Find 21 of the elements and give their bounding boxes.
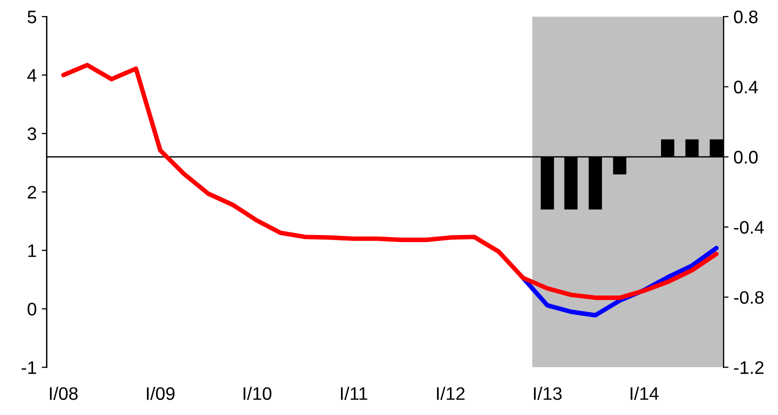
line-series — [61, 62, 719, 300]
y-tick-label: 4 — [27, 69, 36, 82]
x-tick-label: I/10 — [244, 386, 272, 400]
y2-tick-label: -1.2 — [734, 361, 764, 374]
x-tick-label: I/08 — [50, 386, 78, 400]
y-tick-label: 1 — [28, 244, 36, 257]
y-tick-label: 3 — [28, 127, 36, 140]
y2-tick-label: -0.8 — [734, 291, 764, 304]
x-tick-label: I/09 — [146, 386, 175, 400]
x-tick-label: I/13 — [534, 386, 562, 400]
x-tick-label: I/11 — [340, 386, 368, 400]
y2-tick-label: -0.4 — [734, 220, 764, 234]
y-tick-label: 0 — [28, 302, 36, 316]
x-tick-label: I/12 — [437, 386, 465, 400]
x-tick-label: I/14 — [630, 386, 659, 400]
y-tick-label: -1 — [22, 361, 36, 374]
y2-tick-label: 0.0 — [734, 150, 758, 164]
y-tick-label: 2 — [28, 186, 36, 198]
y2-tick-label: 0.8 — [734, 10, 758, 24]
y-tick-label: 5 — [28, 10, 36, 24]
y2-tick-label: 0.4 — [734, 80, 758, 94]
